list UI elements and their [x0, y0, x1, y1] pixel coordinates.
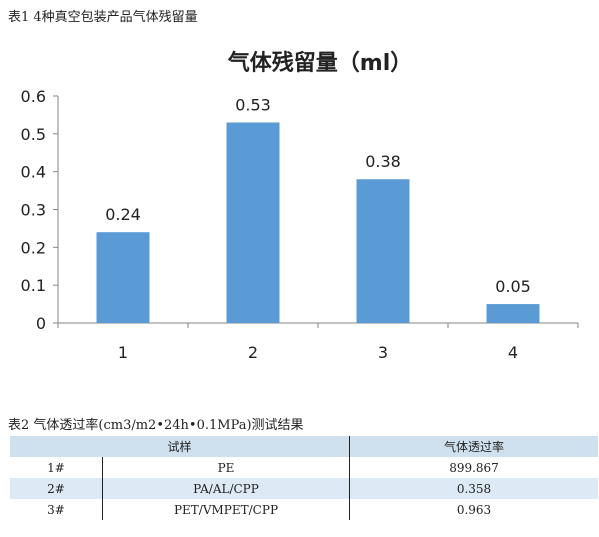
sample-id: 1# [10, 457, 103, 478]
y-tick-label: 0.4 [21, 163, 46, 182]
table-caption: 表2 气体透过率(cm3/m2•24h•0.1MPa)测试结果 [8, 418, 304, 433]
x-tick-label: 1 [118, 343, 128, 362]
bar [96, 232, 150, 323]
chart-caption: 表1 4种真空包装产品气体残留量 [8, 10, 198, 25]
header-sample: 试样 [10, 436, 350, 457]
y-tick-label: 0.1 [21, 276, 46, 295]
permeability-table: 试样 气体透过率 1# PE 899.867 2# PA/AL/CPP 0.35… [10, 436, 598, 520]
x-tick-label: 4 [508, 343, 518, 362]
sample-id: 2# [10, 478, 103, 499]
x-tick-label: 3 [378, 343, 388, 362]
data-label: 0.38 [365, 152, 401, 171]
y-tick-label: 0.3 [21, 201, 46, 220]
sample-material: PA/AL/CPP [102, 478, 350, 499]
y-tick-label: 0 [36, 314, 46, 333]
bar [226, 122, 280, 323]
y-tick-label: 0.6 [21, 87, 46, 106]
bar [486, 304, 540, 323]
table-row: 2# PA/AL/CPP 0.358 [10, 478, 598, 499]
permeability-value: 0.963 [456, 502, 492, 517]
header-permeability: 气体透过率 [349, 436, 598, 457]
table-row: 3# PET/VMPET/CPP 0.963 [10, 499, 598, 520]
y-tick-label: 0.2 [21, 238, 46, 257]
bar [356, 179, 410, 323]
x-tick-label: 2 [248, 343, 258, 362]
sample-id: 3# [10, 499, 103, 520]
permeability-value: 899.867 [449, 460, 499, 475]
sample-material: PE [102, 457, 350, 478]
data-label: 0.53 [235, 95, 271, 114]
permeability-value: 0.358 [349, 478, 598, 499]
bar-chart: 气体残留量（ml） 0 0.1 0.2 0.3 0.4 0.5 0.6 0.24 1 0.53 2 0.… [21, 50, 579, 362]
chart-title: 气体残留量（ml） [227, 50, 412, 76]
data-label: 0.24 [105, 205, 141, 224]
y-tick-label: 0.5 [21, 125, 46, 144]
table-header-row: 试样 气体透过率 [10, 436, 598, 457]
data-label: 0.05 [495, 277, 531, 296]
sample-material: PET/VMPET/CPP [102, 499, 350, 520]
table-row: 1# PE 899.867 [10, 457, 598, 478]
